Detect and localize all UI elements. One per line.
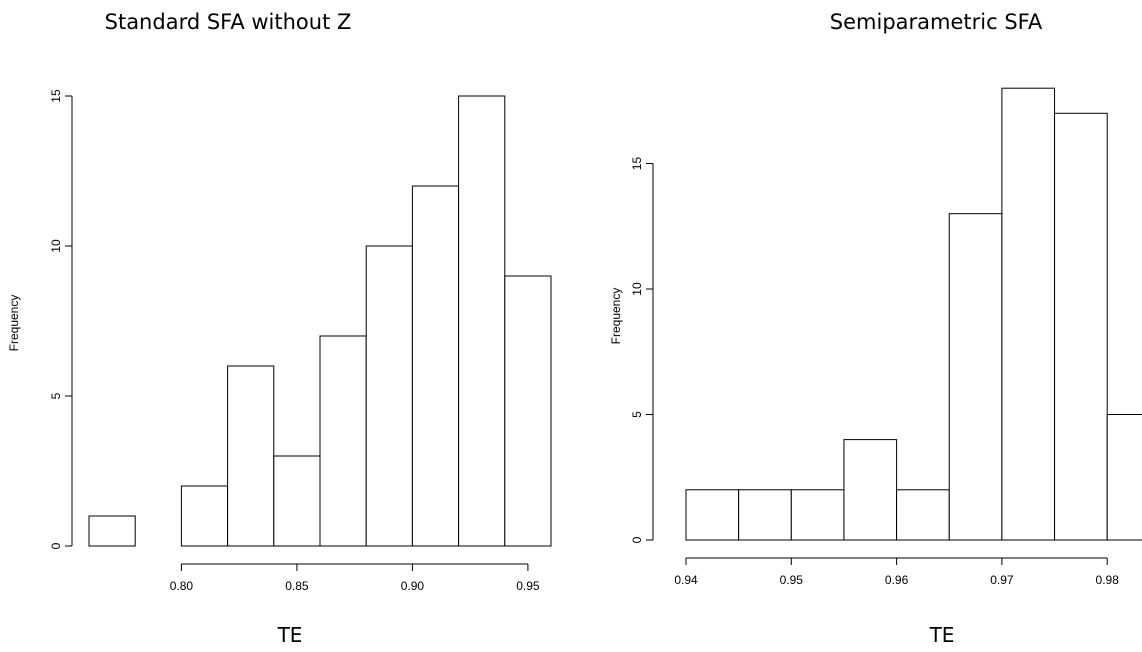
histogram-bar (1106, 414, 1142, 541)
histogram-bar (685, 489, 740, 541)
histogram-bar (1054, 112, 1108, 541)
y-tick-label: 5 (630, 411, 644, 418)
y-tick-label: 15 (49, 89, 63, 103)
x-tick-label: 0.95 (516, 579, 540, 593)
x-tick-label: 0.98 (1096, 573, 1120, 587)
x-tick-label: 0.80 (170, 579, 194, 593)
x-tick-label: 0.90 (401, 579, 425, 593)
chart-title: Standard SFA without Z (104, 10, 352, 34)
x-tick-label: 0.96 (885, 573, 909, 587)
histogram-bar (227, 365, 275, 547)
x-tick-label: 0.97 (990, 573, 1014, 587)
histogram-bar (458, 95, 506, 547)
histogram-bar (319, 335, 367, 547)
y-tick-label: 0 (630, 536, 644, 543)
histogram-bar (504, 275, 552, 547)
y-axis-label: Frequency (609, 288, 623, 345)
x-axis-label: TE (929, 623, 955, 647)
histogram-plot: 0 5 10 15 0.94 0.95 0.96 0.97 0.98 Frequency TE (609, 87, 1142, 647)
x-tick-label: 0.85 (285, 579, 309, 593)
histogram-bar (411, 185, 460, 547)
y-tick-label: 15 (630, 157, 644, 171)
x-axis-label: TE (277, 623, 303, 647)
histogram-bar (843, 439, 898, 541)
histogram-standard-sfa: Standard SFA without Z 0 5 10 15 0.80 0.85 0.9… (7, 10, 552, 647)
chart-title: Semiparametric SFA (829, 10, 1043, 34)
y-tick-label: 5 (49, 392, 63, 399)
y-tick-label: 0 (49, 542, 63, 549)
histogram-bar (948, 213, 1003, 541)
histogram-bar (365, 245, 413, 547)
y-tick-label: 10 (630, 282, 644, 296)
histogram-bar (88, 515, 136, 547)
x-tick-label: 0.94 (674, 573, 698, 587)
histogram-bar (180, 485, 229, 547)
histogram-bar (273, 455, 321, 547)
histogram-bar (738, 489, 792, 541)
y-tick-label: 10 (49, 239, 63, 253)
histogram-bar (1001, 87, 1056, 541)
histogram-plot: 0 5 10 15 0.80 0.85 0.90 0.95 Frequency TE (7, 89, 552, 647)
histogram-semiparametric-sfa: Semiparametric SFA 0 5 10 15 0.94 0.95 0.96 0.9… (571, 0, 1142, 652)
histogram-bar (790, 489, 845, 541)
histogram-bar (896, 489, 950, 541)
x-tick-label: 0.95 (780, 573, 804, 587)
y-axis-label: Frequency (7, 295, 21, 352)
